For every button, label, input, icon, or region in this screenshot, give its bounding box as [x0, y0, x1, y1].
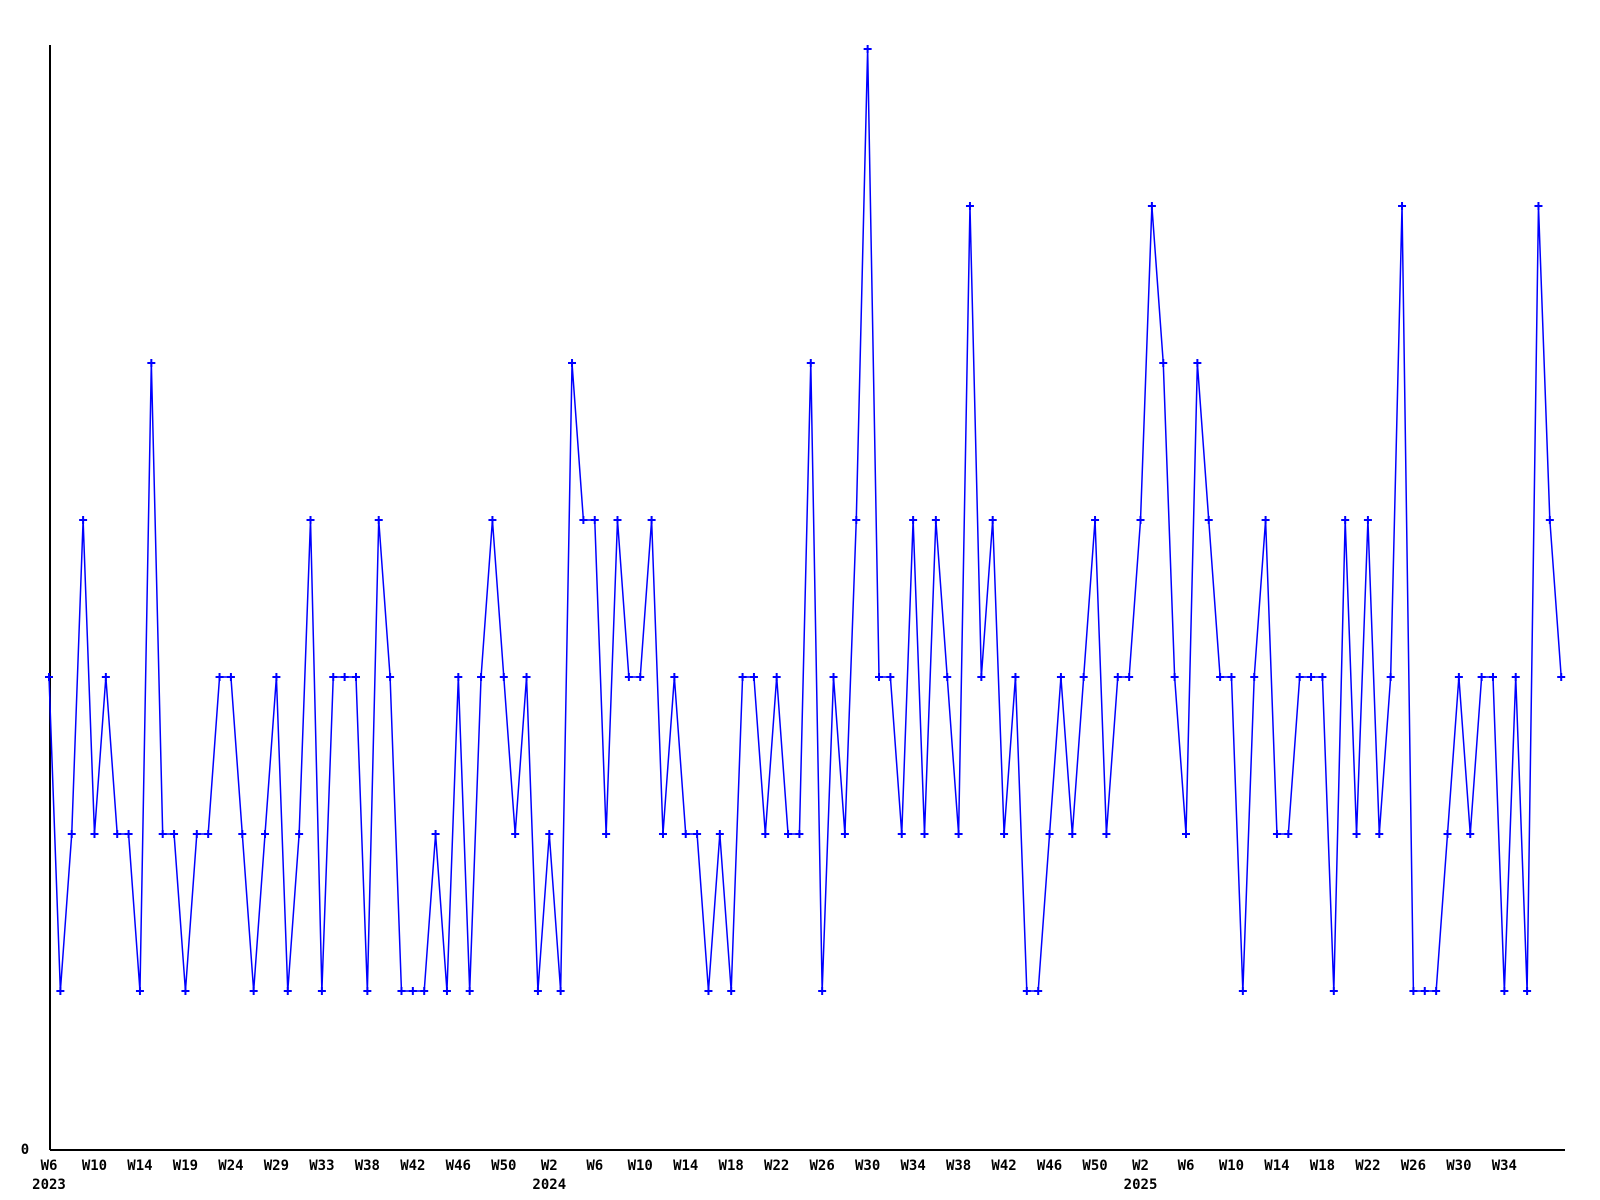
series-line — [48, 48, 1562, 992]
data-point-markers — [45, 45, 1566, 995]
x-tick-label: W30 — [1446, 1158, 1471, 1174]
x-tick-label: W42 — [400, 1158, 425, 1174]
x-tick-label: W46 — [1037, 1158, 1062, 1174]
x-tick-label: W2 — [541, 1158, 558, 1174]
x-tick-label: W46 — [446, 1158, 471, 1174]
x-tick-label: W10 — [628, 1158, 653, 1174]
x-tick-label: W22 — [1355, 1158, 1380, 1174]
x-tick-label: W6 — [586, 1158, 603, 1174]
x-tick-label: W34 — [900, 1158, 925, 1174]
x-tick-label: W29 — [264, 1158, 289, 1174]
x-tick-label: W34 — [1492, 1158, 1517, 1174]
year-label: 2024 — [532, 1177, 566, 1193]
x-tick-label: W18 — [719, 1158, 744, 1174]
x-tick-label: W10 — [1219, 1158, 1244, 1174]
x-tick-label: W50 — [1082, 1158, 1107, 1174]
year-label: 2023 — [32, 1177, 66, 1193]
x-tick-label: W14 — [1264, 1158, 1289, 1174]
x-tick-label: W38 — [355, 1158, 380, 1174]
x-tick-label: W26 — [810, 1158, 835, 1174]
year-label: 2025 — [1124, 1177, 1158, 1193]
x-tick-label: W26 — [1401, 1158, 1426, 1174]
x-tick-label: W18 — [1310, 1158, 1335, 1174]
x-tick-label: W50 — [491, 1158, 516, 1174]
x-tick-label: W38 — [946, 1158, 971, 1174]
x-tick-label: W19 — [173, 1158, 198, 1174]
x-tick-label: W14 — [127, 1158, 152, 1174]
x-tick-label: W33 — [309, 1158, 334, 1174]
x-tick-label: W42 — [991, 1158, 1016, 1174]
x-tick-label: W14 — [673, 1158, 698, 1174]
x-tick-label: W2 — [1132, 1158, 1149, 1174]
x-tick-label: W6 — [41, 1158, 58, 1174]
x-tick-label: W24 — [218, 1158, 243, 1174]
y-axis-zero-label: 0 — [21, 1142, 29, 1158]
x-tick-label: W10 — [82, 1158, 107, 1174]
x-tick-label: W22 — [764, 1158, 789, 1174]
x-tick-label: W6 — [1178, 1158, 1195, 1174]
x-tick-label: W30 — [855, 1158, 880, 1174]
